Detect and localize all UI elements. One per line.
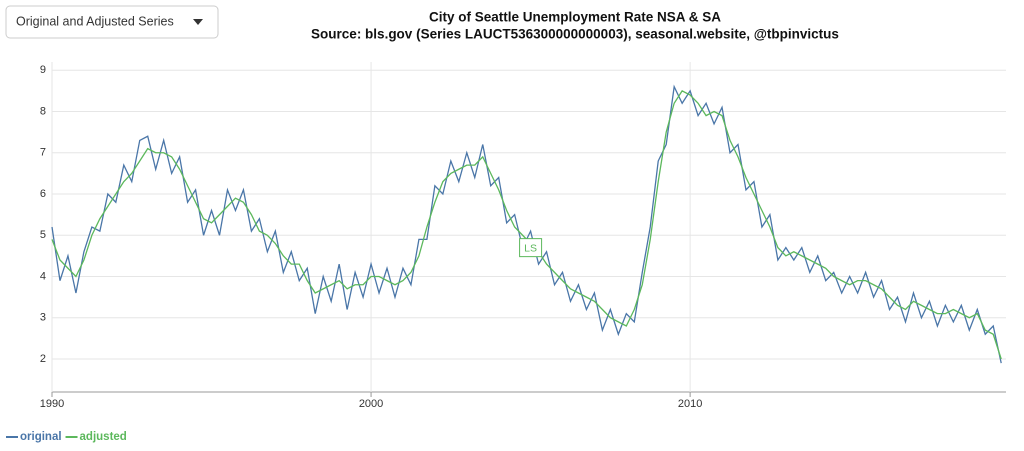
dropdown[interactable]: Original and Adjusted Series: [5, 5, 219, 39]
legend-label: original: [20, 431, 62, 443]
y-tick-label: 4: [40, 270, 46, 282]
legend-label: adjusted: [80, 431, 127, 443]
y-tick-label: 7: [40, 147, 46, 159]
legend-item[interactable]: adjusted: [65, 431, 127, 443]
x-tick-label: 2010: [678, 398, 702, 410]
y-tick-label: 2: [40, 353, 46, 365]
y-tick-label: 6: [40, 188, 46, 200]
x-tick-label: 1990: [40, 398, 64, 410]
x-tick-label: 2000: [359, 398, 383, 410]
y-tick-label: 5: [40, 229, 46, 241]
dropdown-arrow[interactable]: [193, 19, 203, 25]
annotation-box: [519, 238, 543, 258]
series-line: [51, 90, 1002, 360]
y-tick-label: 8: [40, 105, 46, 117]
series-line: [51, 84, 1002, 364]
chart-title: City of Seattle Unemployment Rate NSA & …: [429, 10, 721, 25]
chart-subtitle: Source: bls.gov (Series LAUCT53630000000…: [311, 27, 839, 42]
legend-item[interactable]: original: [6, 431, 62, 443]
dropdown-box[interactable]: [5, 5, 219, 39]
dropdown-label[interactable]: Original and Adjusted Series: [16, 14, 174, 28]
y-tick-label: 9: [40, 64, 46, 76]
y-tick-label: 3: [40, 312, 46, 324]
annotation-label: LS: [524, 242, 537, 254]
